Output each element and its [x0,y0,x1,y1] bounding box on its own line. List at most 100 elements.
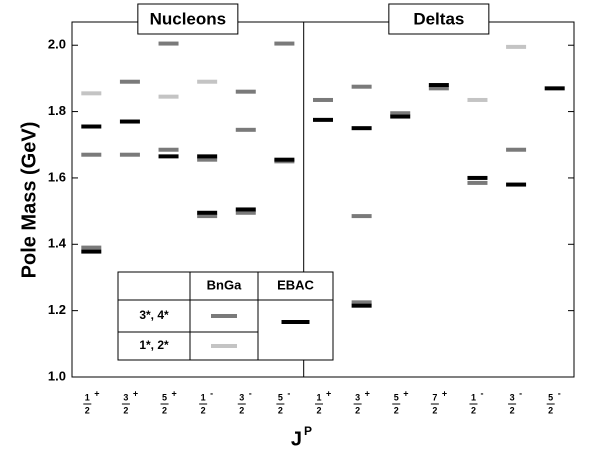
level-bar [351,303,372,308]
x-tick-denominator: 2 [85,405,90,415]
x-tick-numerator: 5 [278,392,283,402]
level-bar [81,249,102,254]
level-bar [119,119,140,124]
level-bar [158,41,179,46]
y-tick-label: 1.6 [48,169,66,184]
legend-swatch [211,344,237,348]
x-tick-denominator: 2 [510,405,515,415]
level-bar [506,44,527,49]
level-bar [428,83,449,88]
x-tick-parity: - [558,388,561,398]
level-bar [351,126,372,131]
x-tick-denominator: 2 [123,405,128,415]
level-bar [544,86,565,91]
level-bar [119,152,140,157]
level-bar [197,154,218,159]
x-tick-parity: + [365,388,370,398]
x-tick-numerator: 1 [316,392,321,402]
level-bar [81,91,102,96]
x-tick-denominator: 2 [432,405,437,415]
y-tick-label: 2.0 [48,37,66,52]
x-tick-parity: + [403,388,408,398]
x-tick-numerator: 5 [162,392,167,402]
x-tick-denominator: 2 [548,405,553,415]
level-bar [158,154,179,159]
level-bar [158,94,179,99]
level-bar [390,114,411,119]
level-bar [313,117,333,122]
group-header-box [137,3,239,35]
x-tick-numerator: 5 [548,392,553,402]
x-tick-denominator: 2 [471,405,476,415]
x-tick-numerator: 5 [394,392,399,402]
x-tick-denominator: 2 [278,405,283,415]
level-bar [467,175,488,180]
y-tick-label: 1.4 [48,236,67,251]
level-bar [467,97,488,102]
level-bar [235,127,256,132]
level-bar [81,124,102,129]
level-bar [313,97,333,102]
y-axis-label: Pole Mass (GeV) [18,122,40,279]
y-tick-label: 1.2 [48,302,66,317]
level-bar [158,147,179,152]
level-bar [81,245,102,250]
x-tick-parity: - [287,388,290,398]
x-tick-numerator: 1 [85,392,90,402]
level-bar [274,41,295,46]
x-tick-numerator: 3 [239,392,244,402]
level-bar [235,210,256,215]
x-tick-denominator: 2 [316,405,321,415]
x-tick-parity: + [442,388,447,398]
y-tick-label: 1.0 [48,368,66,383]
level-bar [351,214,372,219]
legend-header: BnGa [207,277,242,292]
group-header: Nucleons [150,9,227,28]
level-bar [197,157,218,162]
level-bar [428,86,449,91]
x-axis-label: J [291,428,302,450]
level-bar [197,79,218,84]
x-tick-parity: - [519,388,522,398]
x-tick-denominator: 2 [239,405,244,415]
x-tick-numerator: 1 [471,392,476,402]
x-tick-denominator: 2 [394,405,399,415]
level-bar [81,152,102,157]
x-tick-parity: - [210,388,213,398]
level-bar [351,84,372,89]
legend-label: 1*, 2* [139,338,169,352]
x-tick-parity: + [326,388,331,398]
group-header: Deltas [413,9,464,28]
level-bar [506,182,527,187]
x-tick-numerator: 3 [123,392,128,402]
x-tick-parity: + [133,388,138,398]
x-tick-parity: - [480,388,483,398]
level-bar [235,89,256,94]
level-bar [467,180,488,185]
level-bar [506,147,527,152]
legend-header: EBAC [277,277,314,292]
x-tick-denominator: 2 [162,405,167,415]
level-bar [197,210,218,215]
x-axis-label-sup: P [304,424,312,438]
level-bar [390,111,411,116]
x-tick-numerator: 3 [510,392,515,402]
x-tick-denominator: 2 [355,405,360,415]
legend-label: 3*, 4* [139,308,169,322]
x-tick-parity: + [94,388,99,398]
x-tick-parity: + [172,388,177,398]
level-bar [119,79,140,84]
level-bar [351,300,372,305]
level-bar [197,214,218,219]
plot-frame [71,21,575,378]
legend-swatch [211,314,237,318]
x-tick-numerator: 3 [355,392,360,402]
legend-swatch [281,320,310,324]
group-header-box [388,3,490,35]
level-bar [274,157,295,162]
x-tick-numerator: 1 [201,392,206,402]
x-tick-numerator: 7 [432,392,437,402]
x-tick-denominator: 2 [201,405,206,415]
level-bar [235,207,256,212]
